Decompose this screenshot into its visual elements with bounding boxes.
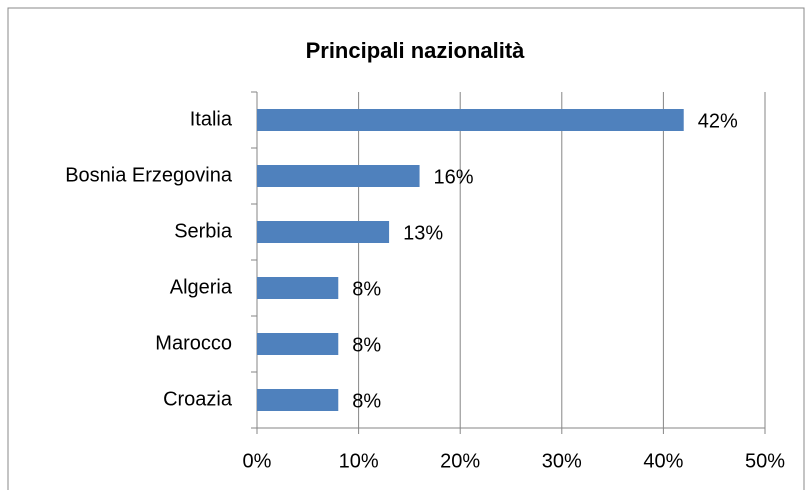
bar <box>257 221 390 243</box>
bar <box>257 109 684 131</box>
bar <box>257 333 339 355</box>
x-tick-label: 30% <box>542 450 582 472</box>
y-tick-label: Serbia <box>174 220 233 242</box>
y-tick-label: Algeria <box>170 276 233 298</box>
x-tick-label: 10% <box>339 450 379 472</box>
x-tick-label: 50% <box>745 450 785 472</box>
y-tick-label: Italia <box>190 108 233 130</box>
data-label: 42% <box>698 110 738 132</box>
data-label: 13% <box>403 222 443 244</box>
data-label: 8% <box>352 390 381 412</box>
x-tick-label: 0% <box>243 450 272 472</box>
bar <box>257 389 339 411</box>
x-tick-label: 40% <box>643 450 683 472</box>
bar <box>257 165 420 187</box>
data-label: 8% <box>352 278 381 300</box>
chart-title: Principali nazionalità <box>306 38 526 63</box>
data-label: 8% <box>352 334 381 356</box>
y-tick-label: Croazia <box>163 388 233 410</box>
y-tick-label: Bosnia Erzegovina <box>65 164 233 186</box>
bar <box>257 277 339 299</box>
x-tick-label: 20% <box>440 450 480 472</box>
y-tick-label: Marocco <box>155 332 232 354</box>
chart-frame <box>7 7 805 490</box>
data-label: 16% <box>434 166 474 188</box>
